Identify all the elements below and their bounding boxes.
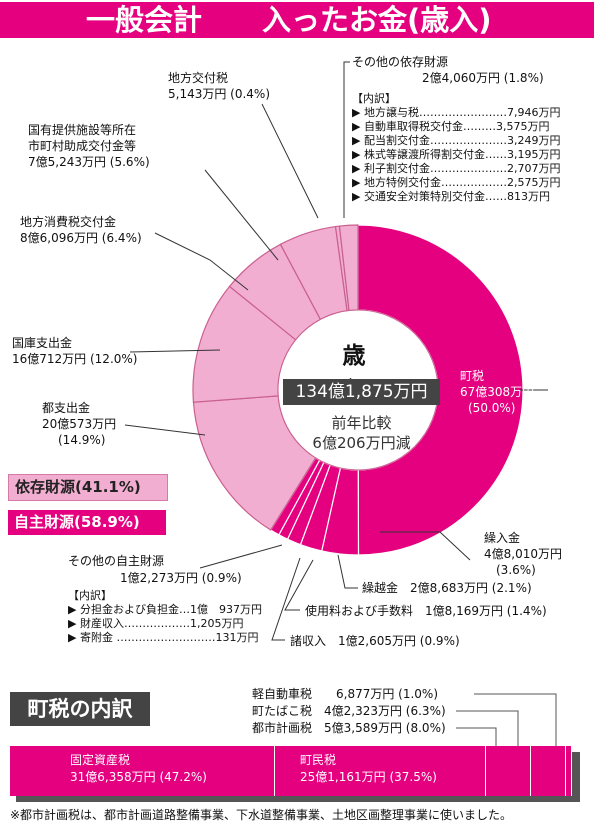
label-carry-in-name: 繰入金 xyxy=(484,531,521,545)
label-other-own-name: その他の自主財源 xyxy=(68,554,165,568)
label-consumption-amount: 8億6,096万円 (6.4%) xyxy=(20,231,142,245)
label-carry-in-pct: (3.6%) xyxy=(496,563,536,577)
other-dep-breakdown-item: ▶ 株式等譲渡所得割交付金……3,195万円 xyxy=(352,148,561,161)
compare-label: 前年比較 xyxy=(331,414,392,432)
badge-own-revenue: 自主財源(58.9%) xyxy=(8,510,166,535)
label-pref-name: 都支出金 xyxy=(42,401,91,415)
label-facility-name2: 市町村助成交付金等 xyxy=(28,139,137,153)
leader-facility xyxy=(204,169,279,261)
title-revenue: 入ったお金(歳入) xyxy=(262,3,492,37)
label-town-tax-name: 町税 xyxy=(460,369,485,383)
small-item-city-planning: 都市計画税 5億3,589万円 (8.0%) xyxy=(252,721,446,735)
other-dep-breakdown-item: ▶ 地方譲与税……………………7,946万円 xyxy=(352,106,561,119)
other-own-breakdown-item: ▶ 財産収入………………1,205万円 xyxy=(68,617,244,630)
label-facility-name1: 国有提供施設等所在 xyxy=(28,123,137,137)
total-revenue: 134億1,875万円 xyxy=(283,379,440,405)
other-own-breakdown-item: ▶ 分担金および負担金…1億 937万円 xyxy=(68,603,262,616)
footnote: ※都市計画税は、都市計画道路整備事業、下水道整備事業、土地区画整理事業に使いまし… xyxy=(10,808,513,822)
leader-national xyxy=(129,349,221,353)
other-own-breakdown-heading: 【内訳】 xyxy=(68,589,112,602)
leader-carry-over xyxy=(337,554,358,589)
small-item-tobacco: 町たばこ税 4億2,323万円 (6.3%) xyxy=(252,704,446,718)
label-local-grant-name: 地方交付税 xyxy=(168,71,229,85)
bar-label-fixed-asset-name: 固定資産税 xyxy=(70,753,131,767)
bar-segment-0 xyxy=(10,746,276,796)
label-pref-amount: 20億573万円 xyxy=(42,417,117,431)
label-facility-amount: 7億5,243万円 (5.6%) xyxy=(28,155,150,169)
section-town-tax-heading: 町税の内訳 xyxy=(10,692,150,726)
label-pref-pct: (14.9%) xyxy=(58,433,106,447)
leader-carry-in xyxy=(380,531,471,561)
label-fees: 使用料および手数料 1億8,169万円 (1.4%) xyxy=(305,604,547,618)
bar-segment-1 xyxy=(275,746,486,796)
leader-local-grant xyxy=(261,103,319,219)
bar-segment-2 xyxy=(485,746,531,796)
label-national-name: 国庫支出金 xyxy=(12,336,73,350)
label-carry-in-amount: 4億8,010万円 xyxy=(484,547,562,561)
title-general-account: 一般会計 xyxy=(86,3,203,37)
other-dep-breakdown-heading: 【内訳】 xyxy=(352,92,396,105)
title-bar: 一般会計 入ったお金(歳入) xyxy=(0,2,594,38)
badge-dependent-revenue: 依存財源(41.1%) xyxy=(8,474,168,501)
label-national-amount: 16億712万円 (12.0%) xyxy=(12,352,138,366)
other-dep-breakdown-item: ▶ 配当割交付金…………………3,249万円 xyxy=(352,134,561,147)
bar-shadow-bottom xyxy=(16,796,580,802)
label-other-dep-name: その他の依存財源 xyxy=(352,55,449,69)
leader-fees xyxy=(284,559,314,611)
other-dep-breakdown-item: ▶ 自動車取得税交付金………3,575万円 xyxy=(352,120,550,133)
leader-consumption xyxy=(154,232,249,291)
label-town-tax-pct: (50.0%) xyxy=(468,401,516,415)
label-local-grant-amount: 5,143万円 (0.4%) xyxy=(168,87,271,101)
other-own-breakdown-item: ▶ 寄附金 ………………………131万円 xyxy=(68,631,259,644)
label-misc: 諸収入 1億2,605万円 (0.9%) xyxy=(290,634,460,648)
other-dep-breakdown-item: ▶ 利子割交付金…………………2,707万円 xyxy=(352,162,561,175)
bar-shadow xyxy=(572,752,580,802)
leader-pref xyxy=(124,424,206,436)
label-other-own-amount: 1億2,273万円 (0.9%) xyxy=(120,571,242,585)
bar-segment-3 xyxy=(530,746,567,796)
other-dep-breakdown-item: ▶ 地方特例交付金………………2,575万円 xyxy=(352,176,561,189)
small-item-light-vehicle: 軽自動車税 6,877万円 (1.0%) xyxy=(252,687,439,701)
other-dep-breakdown-item: ▶ 交通安全対策特別交付金……813万円 xyxy=(352,190,550,203)
leader-other-own xyxy=(199,544,283,569)
bar-label-resident-amount: 25億1,161万円 (37.5%) xyxy=(300,770,437,784)
bar-label-fixed-asset-amount: 31億6,358万円 (47.2%) xyxy=(70,770,207,784)
label-consumption-name: 地方消費税交付金 xyxy=(20,215,117,229)
label-other-dep-amount: 2億4,060万円 (1.8%) xyxy=(422,71,544,85)
bar-segment-4 xyxy=(566,746,572,796)
leader-other-dep xyxy=(343,61,350,218)
label-town-tax-amount: 67億308万円 xyxy=(460,385,535,399)
leader-misc xyxy=(271,557,301,641)
label-carry-over: 繰越金 2億8,683万円 (2.1%) xyxy=(362,581,532,595)
compare-value: 6億206万円減 xyxy=(312,434,411,452)
bar-label-resident-name: 町民税 xyxy=(300,753,337,767)
